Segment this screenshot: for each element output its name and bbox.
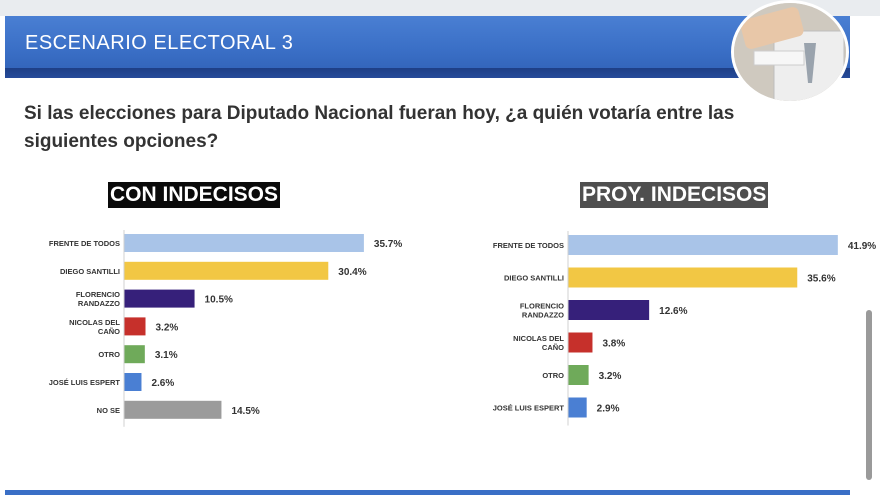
- value-label-2: 12.6%: [659, 306, 687, 317]
- value-label-1: 30.4%: [338, 267, 366, 278]
- scrollbar[interactable]: [866, 310, 872, 480]
- category-label-3: NICOLAS DEL: [513, 334, 564, 343]
- ballot-box-photo-image: [734, 3, 846, 101]
- value-label-5: 2.9%: [597, 404, 620, 415]
- value-label-6: 14.5%: [231, 406, 259, 417]
- value-label-5: 2.6%: [151, 378, 174, 389]
- header-bar: ESCENARIO ELECTORAL 3: [5, 16, 850, 78]
- bar-1: [124, 261, 329, 280]
- bottom-line: [5, 490, 850, 495]
- category-label-1: DIEGO SANTILLI: [60, 267, 120, 276]
- bar-5: [568, 397, 587, 418]
- category-label-2: FLORENCIO: [520, 302, 564, 311]
- category-label-0: FRENTE DE TODOS: [493, 241, 564, 250]
- bar-3: [124, 317, 146, 336]
- bar-0: [568, 235, 838, 255]
- bar-0: [124, 234, 364, 252]
- category-label-4: OTRO: [98, 350, 120, 359]
- category-label-3: NICOLAS DEL: [69, 318, 120, 327]
- value-label-2: 10.5%: [205, 295, 233, 306]
- category-label-6: NO SE: [97, 406, 120, 415]
- category-label-1: DIEGO SANTILLI: [504, 274, 564, 283]
- bar-6: [124, 400, 222, 419]
- header-title: ESCENARIO ELECTORAL 3: [25, 32, 294, 54]
- chart-con-indecisos: FRENTE DE TODOS 35.7% DIEGO SANTILLI 30.4% F…: [49, 230, 402, 427]
- value-label-4: 3.1%: [155, 350, 178, 361]
- category-label-3: CAÑO: [98, 327, 120, 336]
- category-label-0: FRENTE DE TODOS: [49, 239, 120, 248]
- chart-proy-indecisos: FRENTE DE TODOS 41.9% DIEGO SANTILLI 35.6% F…: [493, 231, 876, 426]
- value-label-3: 3.2%: [156, 322, 179, 333]
- category-label-2: RANDAZZO: [522, 311, 564, 320]
- category-label-4: OTRO: [542, 371, 564, 380]
- value-label-0: 35.7%: [374, 239, 402, 250]
- value-label-4: 3.2%: [599, 371, 622, 382]
- value-label-1: 35.6%: [807, 274, 835, 285]
- bar-3: [568, 332, 593, 353]
- top-strip: [0, 0, 880, 16]
- category-label-5: JOSÉ LUIS ESPERT: [493, 404, 565, 413]
- category-label-5: JOSÉ LUIS ESPERT: [49, 378, 121, 387]
- category-label-3: CAÑO: [542, 343, 564, 352]
- chart-title-proy-indecisos: PROY. INDECISOS: [580, 182, 769, 208]
- category-label-2: FLORENCIO: [76, 290, 120, 299]
- chart-title-con-indecisos: CON INDECISOS: [108, 182, 281, 208]
- bar-1: [568, 267, 798, 288]
- value-label-3: 3.8%: [602, 339, 625, 350]
- ballot-box-photo: [731, 0, 849, 104]
- bar-4: [124, 345, 145, 364]
- bar-4: [568, 365, 589, 385]
- category-label-2: RANDAZZO: [78, 299, 120, 308]
- survey-question: Si las elecciones para Diputado Nacional…: [24, 103, 735, 152]
- bar-2: [568, 300, 650, 320]
- bar-2: [124, 289, 195, 308]
- value-label-0: 41.9%: [848, 241, 876, 252]
- bar-5: [124, 373, 142, 391]
- header-accent-stripe: [5, 68, 850, 78]
